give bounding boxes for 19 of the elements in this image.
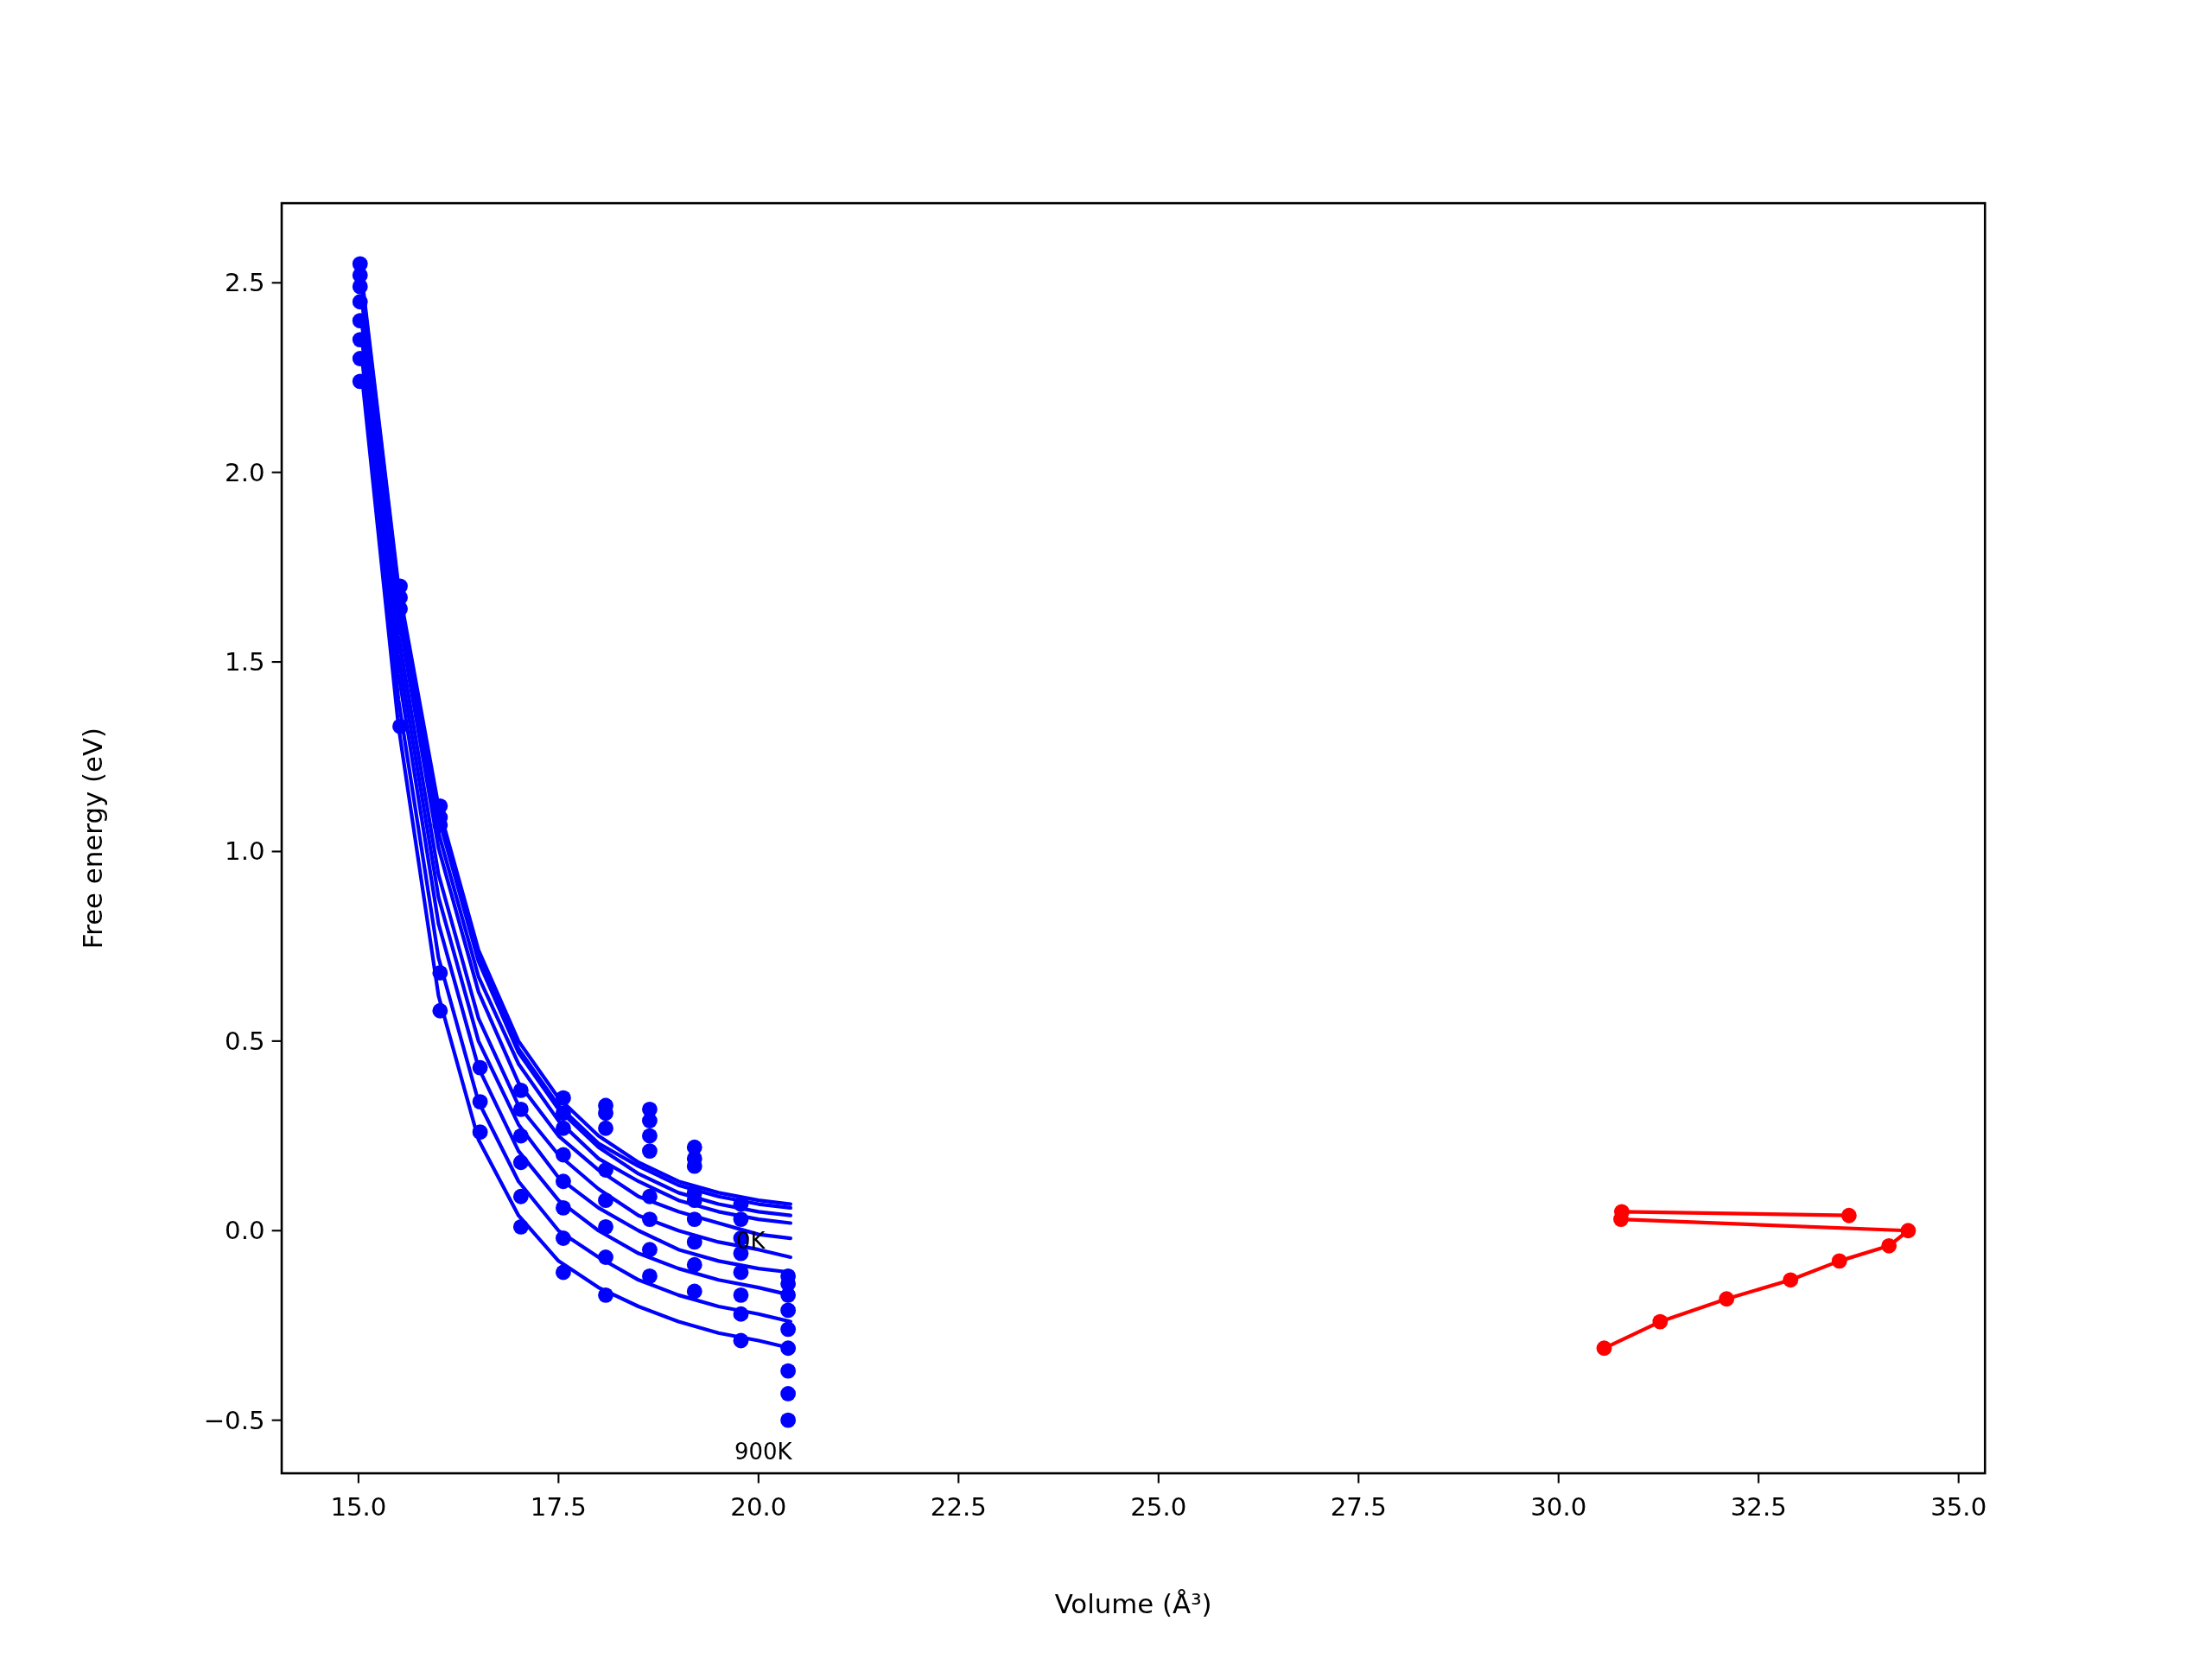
y-tick-label: −0.5: [203, 1405, 265, 1435]
x-axis-title: Volume (Å³): [1054, 1588, 1212, 1620]
x-tick-label: 17.5: [530, 1491, 587, 1522]
x-tick-label: 32.5: [1730, 1491, 1787, 1522]
y-tick-label: 1.0: [225, 836, 265, 867]
y-tick-label: 0.5: [225, 1026, 265, 1056]
x-tick-label: 30.0: [1530, 1491, 1587, 1522]
y-tick-label: 2.0: [225, 457, 265, 487]
x-tick-label: 27.5: [1330, 1491, 1387, 1522]
annotation: 900K: [734, 1438, 793, 1465]
y-axis-title: Free energy (eV): [77, 727, 109, 950]
x-tick-label: 35.0: [1930, 1491, 1987, 1522]
x-tick-label: 22.5: [930, 1491, 987, 1522]
y-tick-label: 2.5: [225, 268, 265, 298]
x-tick-label: 20.0: [730, 1491, 787, 1522]
y-tick-label: 1.5: [225, 647, 265, 677]
x-tick-label: 25.0: [1130, 1491, 1187, 1522]
x-tick-label: 15.0: [330, 1491, 387, 1522]
y-tick-label: 0.0: [225, 1216, 265, 1246]
